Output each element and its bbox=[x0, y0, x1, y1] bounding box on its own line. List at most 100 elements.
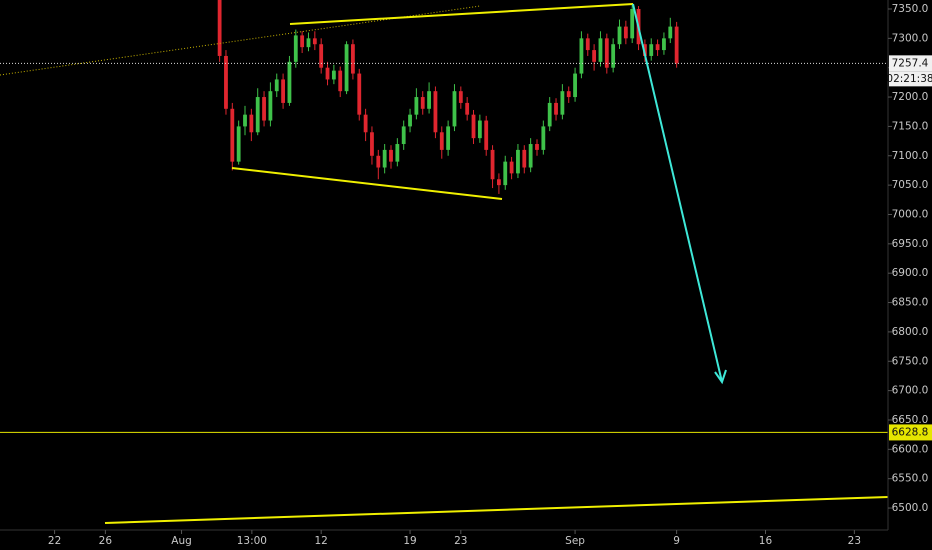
candle-body bbox=[541, 126, 546, 150]
candle-body bbox=[306, 38, 311, 48]
candle-body bbox=[617, 26, 622, 45]
candle-body bbox=[414, 97, 419, 115]
x-tick-label: 22 bbox=[48, 535, 61, 547]
y-tick-label: 6750.0 bbox=[892, 355, 929, 367]
candle-body bbox=[490, 149, 495, 180]
candle-body bbox=[300, 35, 305, 48]
candle-body bbox=[477, 120, 482, 139]
candle-body bbox=[395, 144, 400, 162]
candle-body bbox=[351, 44, 355, 74]
candle-body bbox=[452, 91, 457, 127]
arrow-head bbox=[714, 369, 727, 385]
candle-body bbox=[217, 0, 222, 56]
y-tick-label: 6850.0 bbox=[892, 297, 929, 309]
candle-body bbox=[668, 26, 673, 39]
channel-bottom bbox=[231, 167, 503, 200]
candle-body bbox=[268, 91, 273, 121]
candle-body bbox=[243, 114, 247, 127]
candle-body bbox=[312, 38, 317, 45]
x-tick-label: 23 bbox=[848, 535, 861, 547]
y-tick-label: 7300.0 bbox=[892, 32, 929, 44]
candle-body bbox=[427, 91, 431, 109]
candle-body bbox=[598, 38, 603, 62]
y-tick-label: 6500.0 bbox=[892, 502, 929, 514]
candle-body bbox=[585, 38, 590, 51]
candle-body bbox=[522, 149, 527, 168]
candle-body bbox=[471, 114, 476, 139]
y-tick-label: 6550.0 bbox=[892, 473, 929, 485]
candle-body bbox=[573, 73, 577, 98]
x-tick-label: Aug bbox=[171, 535, 192, 547]
y-tick-label: 6900.0 bbox=[892, 267, 929, 279]
candle-body bbox=[230, 108, 235, 162]
candle-body bbox=[281, 79, 285, 103]
candle-body bbox=[560, 91, 565, 115]
y-tick-label: 6950.0 bbox=[892, 238, 929, 250]
candle-body bbox=[401, 126, 406, 145]
candle-body bbox=[547, 102, 552, 127]
candle-body bbox=[662, 38, 666, 51]
candle-body bbox=[554, 102, 558, 115]
candle-body bbox=[382, 149, 387, 168]
candle-body bbox=[274, 79, 279, 92]
candle-body bbox=[503, 161, 508, 186]
axes: 6500.0 6550.0 6600.0 6650.0 6700.0 6750.0 6800… bbox=[48, 3, 932, 547]
candle-body bbox=[293, 35, 298, 62]
candle-body bbox=[325, 67, 330, 80]
candle-body bbox=[363, 114, 368, 133]
x-tick-label: 26 bbox=[99, 535, 113, 547]
candle-body bbox=[611, 44, 616, 68]
y-tick-label: 7350.0 bbox=[892, 3, 929, 15]
candle-body bbox=[249, 114, 254, 133]
channel-top bbox=[289, 3, 634, 25]
candle-body bbox=[630, 8, 635, 39]
candle-body bbox=[389, 149, 393, 162]
candle-body bbox=[439, 132, 444, 150]
projection-arrow bbox=[632, 3, 723, 383]
last-price-label: 7257.4 bbox=[892, 57, 929, 69]
candle-body bbox=[287, 61, 292, 103]
candle-body bbox=[338, 70, 343, 92]
countdown-box bbox=[889, 71, 932, 87]
y-tick-label: 7100.0 bbox=[892, 150, 929, 162]
x-tick-label: 19 bbox=[403, 535, 416, 547]
candle-body bbox=[655, 44, 660, 51]
y-tick-label: 7200.0 bbox=[892, 91, 929, 103]
candle-body bbox=[509, 161, 514, 174]
y-tick-label: 7150.0 bbox=[892, 120, 929, 132]
y-tick-label: 6600.0 bbox=[892, 443, 929, 455]
candle-body bbox=[623, 26, 628, 39]
candle-body bbox=[262, 97, 266, 121]
level-box bbox=[889, 424, 932, 441]
x-tick-label: 12 bbox=[314, 535, 327, 547]
y-tick-label: 6700.0 bbox=[892, 385, 929, 397]
candle-body bbox=[674, 26, 679, 64]
candle-body bbox=[433, 91, 438, 133]
candle-body bbox=[566, 91, 571, 98]
x-tick-label: 13:00 bbox=[237, 535, 267, 547]
y-tick-label: 7000.0 bbox=[892, 208, 929, 220]
x-tick-label: 16 bbox=[759, 535, 773, 547]
candle-body bbox=[376, 155, 381, 168]
countdown-label: 02:21:38 bbox=[886, 73, 932, 85]
last-price-box bbox=[889, 55, 932, 72]
candle-body bbox=[642, 44, 647, 56]
candle-body bbox=[604, 38, 609, 68]
y-tick-label: 7050.0 bbox=[892, 179, 929, 191]
y-tick-label: 6650.0 bbox=[892, 414, 929, 426]
candle-body bbox=[331, 70, 336, 80]
candle-body bbox=[649, 44, 654, 56]
candle-body bbox=[516, 149, 520, 174]
candle-body bbox=[497, 179, 501, 186]
x-tick-label: 23 bbox=[454, 535, 467, 547]
x-tick-label: Sep bbox=[565, 535, 585, 547]
candle-body bbox=[420, 97, 425, 109]
candle-body bbox=[408, 114, 412, 127]
candle-body bbox=[357, 73, 362, 115]
support-trendline bbox=[104, 496, 889, 524]
candle-body bbox=[579, 38, 584, 74]
candle-body bbox=[528, 144, 533, 168]
plot-area bbox=[0, 0, 888, 433]
